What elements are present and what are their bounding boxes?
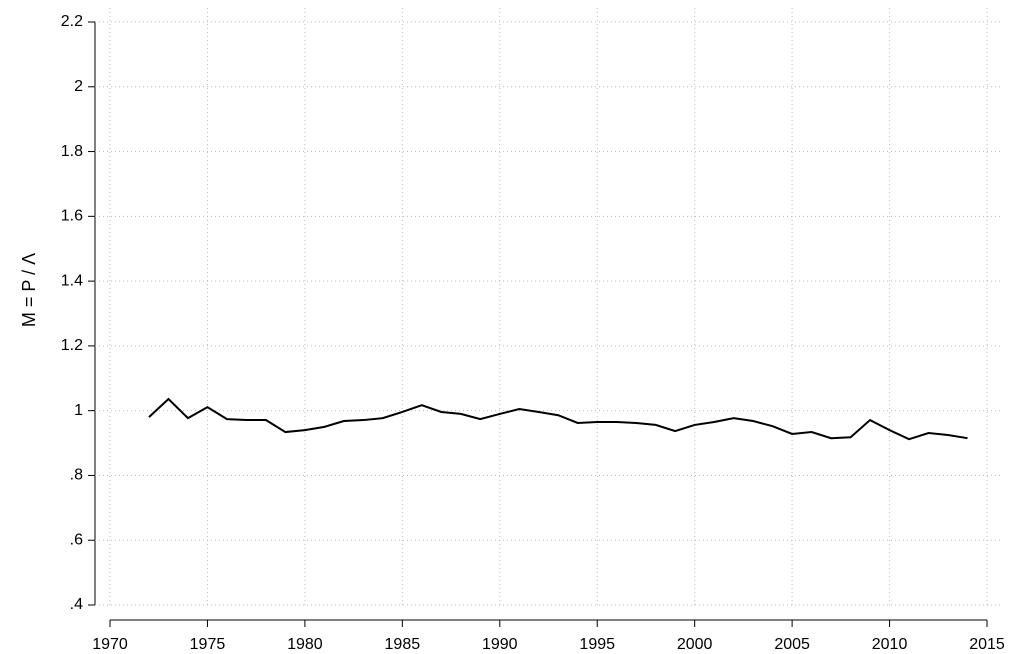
y-tick-label: 2.2: [61, 13, 83, 30]
y-tick-label: 1.6: [61, 208, 83, 225]
y-axis-label: M = P / Λ: [19, 253, 39, 327]
y-tick-label: 1.4: [61, 272, 83, 289]
y-tick-label: 1.8: [61, 143, 83, 160]
x-tick-label: 1990: [482, 636, 518, 653]
y-tick-label: .4: [70, 596, 83, 613]
x-tick-label: 1995: [579, 636, 615, 653]
x-tick-label: 1980: [287, 636, 323, 653]
x-tick-label: 2005: [774, 636, 810, 653]
x-tick-label: 2000: [677, 636, 713, 653]
x-tick-label: 1975: [190, 636, 226, 653]
y-tick-label: .6: [70, 531, 83, 548]
x-tick-label: 2015: [969, 636, 1005, 653]
x-tick-label: 2010: [872, 636, 908, 653]
y-tick-label: .8: [70, 467, 83, 484]
y-tick-label: 2: [74, 78, 83, 95]
x-tick-label: 1985: [385, 636, 421, 653]
x-tick-label: 1970: [92, 636, 128, 653]
data-line: [148, 397, 968, 441]
y-tick-label: 1: [74, 402, 83, 419]
y-tick-label: 1.2: [61, 337, 83, 354]
